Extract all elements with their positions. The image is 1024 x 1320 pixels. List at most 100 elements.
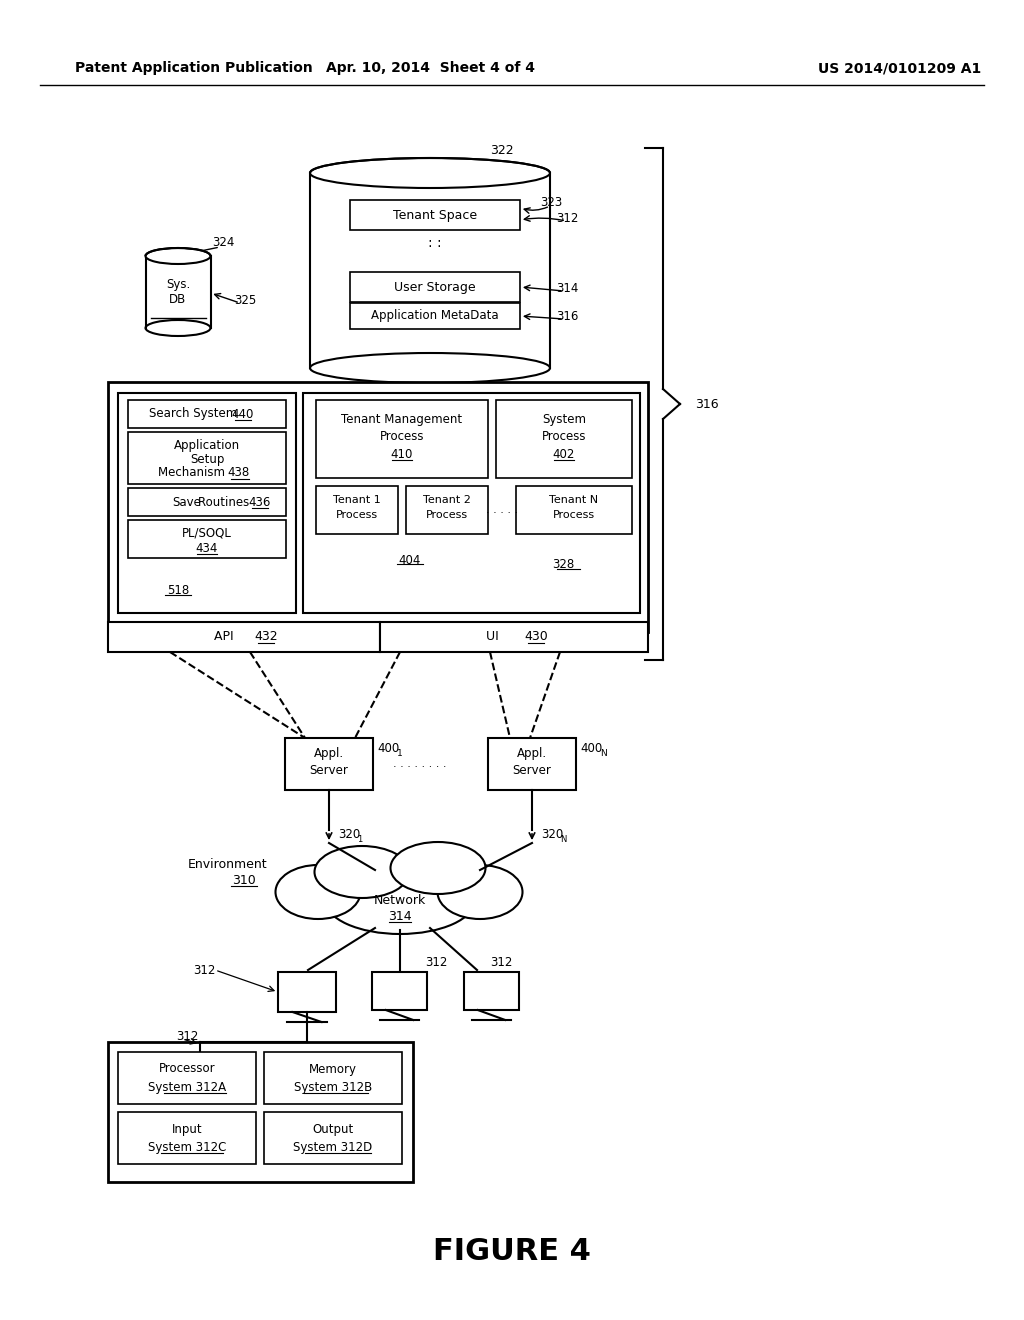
Text: Save: Save — [173, 495, 202, 508]
Bar — [488, 738, 575, 789]
Bar — [264, 1052, 402, 1104]
Text: PL/SOQL: PL/SOQL — [182, 527, 232, 540]
Text: Tenant Management: Tenant Management — [341, 413, 463, 426]
Text: 320: 320 — [338, 828, 360, 841]
Bar — [496, 400, 632, 478]
Bar — [118, 393, 296, 612]
Bar — [108, 1041, 413, 1181]
Bar — [350, 272, 520, 302]
Bar — [128, 432, 286, 484]
Text: Setup: Setup — [189, 453, 224, 466]
Text: 400: 400 — [580, 742, 602, 755]
Bar — [278, 972, 336, 1012]
Ellipse shape — [390, 842, 485, 894]
Text: Environment: Environment — [188, 858, 268, 870]
Text: Apr. 10, 2014  Sheet 4 of 4: Apr. 10, 2014 Sheet 4 of 4 — [326, 61, 535, 75]
Text: 518: 518 — [167, 583, 189, 597]
Text: System 312B: System 312B — [294, 1081, 372, 1093]
Text: Patent Application Publication: Patent Application Publication — [75, 61, 312, 75]
Bar — [316, 400, 488, 478]
Text: 324: 324 — [212, 235, 234, 248]
Text: Application MetaData: Application MetaData — [371, 309, 499, 322]
Text: Process: Process — [336, 510, 378, 520]
Text: Input: Input — [172, 1122, 203, 1135]
Text: N: N — [560, 834, 566, 843]
Ellipse shape — [275, 865, 360, 919]
Bar — [303, 393, 640, 612]
Ellipse shape — [145, 248, 211, 264]
Text: : :: : : — [428, 236, 441, 249]
Bar — [128, 400, 286, 428]
Text: Processor: Processor — [159, 1063, 215, 1076]
Text: 434: 434 — [196, 541, 218, 554]
Text: Tenant 2: Tenant 2 — [423, 495, 471, 506]
Bar — [108, 622, 380, 652]
Text: N: N — [600, 750, 607, 759]
Text: 436: 436 — [249, 495, 271, 508]
Text: 314: 314 — [556, 281, 579, 294]
Text: API: API — [214, 631, 238, 644]
Text: System 312D: System 312D — [293, 1140, 373, 1154]
Text: 328: 328 — [552, 558, 574, 572]
Bar — [372, 972, 427, 1010]
Text: Appl.: Appl. — [314, 747, 344, 760]
Text: 312: 312 — [425, 956, 447, 969]
Text: Server: Server — [513, 763, 552, 776]
Ellipse shape — [325, 866, 475, 935]
Text: Network: Network — [374, 894, 426, 907]
Text: 432: 432 — [254, 631, 278, 644]
Bar — [380, 622, 648, 652]
Text: 320: 320 — [541, 828, 563, 841]
Text: Mechanism: Mechanism — [158, 466, 228, 479]
Text: 404: 404 — [398, 553, 421, 566]
Text: 325: 325 — [234, 293, 256, 306]
Ellipse shape — [310, 158, 550, 187]
Text: 1: 1 — [397, 750, 402, 759]
Text: 410: 410 — [391, 447, 414, 461]
Text: 310: 310 — [232, 874, 256, 887]
Bar — [128, 488, 286, 516]
Text: Memory: Memory — [309, 1063, 357, 1076]
Text: 438: 438 — [228, 466, 250, 479]
Bar — [316, 486, 398, 535]
Text: System 312A: System 312A — [147, 1081, 226, 1093]
Text: 440: 440 — [231, 408, 254, 421]
Text: Server: Server — [309, 763, 348, 776]
Bar — [145, 256, 211, 337]
Text: User Storage: User Storage — [394, 281, 476, 293]
Text: 312: 312 — [193, 964, 215, 977]
Text: Process: Process — [426, 510, 468, 520]
Bar — [464, 972, 519, 1010]
Text: . . . . .: . . . . . — [486, 506, 518, 515]
Ellipse shape — [310, 352, 550, 383]
Text: Process: Process — [380, 429, 424, 442]
Text: Tenant N: Tenant N — [550, 495, 599, 506]
Text: 1: 1 — [357, 834, 362, 843]
Text: 316: 316 — [556, 309, 579, 322]
Ellipse shape — [145, 319, 211, 337]
Text: 316: 316 — [695, 397, 719, 411]
Text: 400: 400 — [377, 742, 399, 755]
Ellipse shape — [314, 846, 410, 898]
Bar — [118, 1052, 256, 1104]
Text: 312: 312 — [176, 1031, 199, 1044]
Text: Application: Application — [174, 438, 240, 451]
Bar — [516, 486, 632, 535]
Bar — [118, 1111, 256, 1164]
Text: Tenant 1: Tenant 1 — [333, 495, 381, 506]
Text: 430: 430 — [524, 631, 548, 644]
Text: 323: 323 — [540, 197, 562, 210]
Ellipse shape — [437, 865, 522, 919]
Bar — [108, 381, 648, 632]
Text: Sys.
DB: Sys. DB — [166, 279, 190, 306]
Text: Appl.: Appl. — [517, 747, 547, 760]
Bar — [350, 201, 520, 230]
Text: 314: 314 — [388, 909, 412, 923]
Text: 322: 322 — [490, 144, 514, 157]
Bar — [128, 520, 286, 558]
Bar — [310, 173, 550, 383]
Text: Output: Output — [312, 1122, 353, 1135]
Text: Search System: Search System — [150, 408, 241, 421]
Text: Process: Process — [542, 429, 587, 442]
Text: . . . . . . . .: . . . . . . . . — [393, 759, 446, 770]
